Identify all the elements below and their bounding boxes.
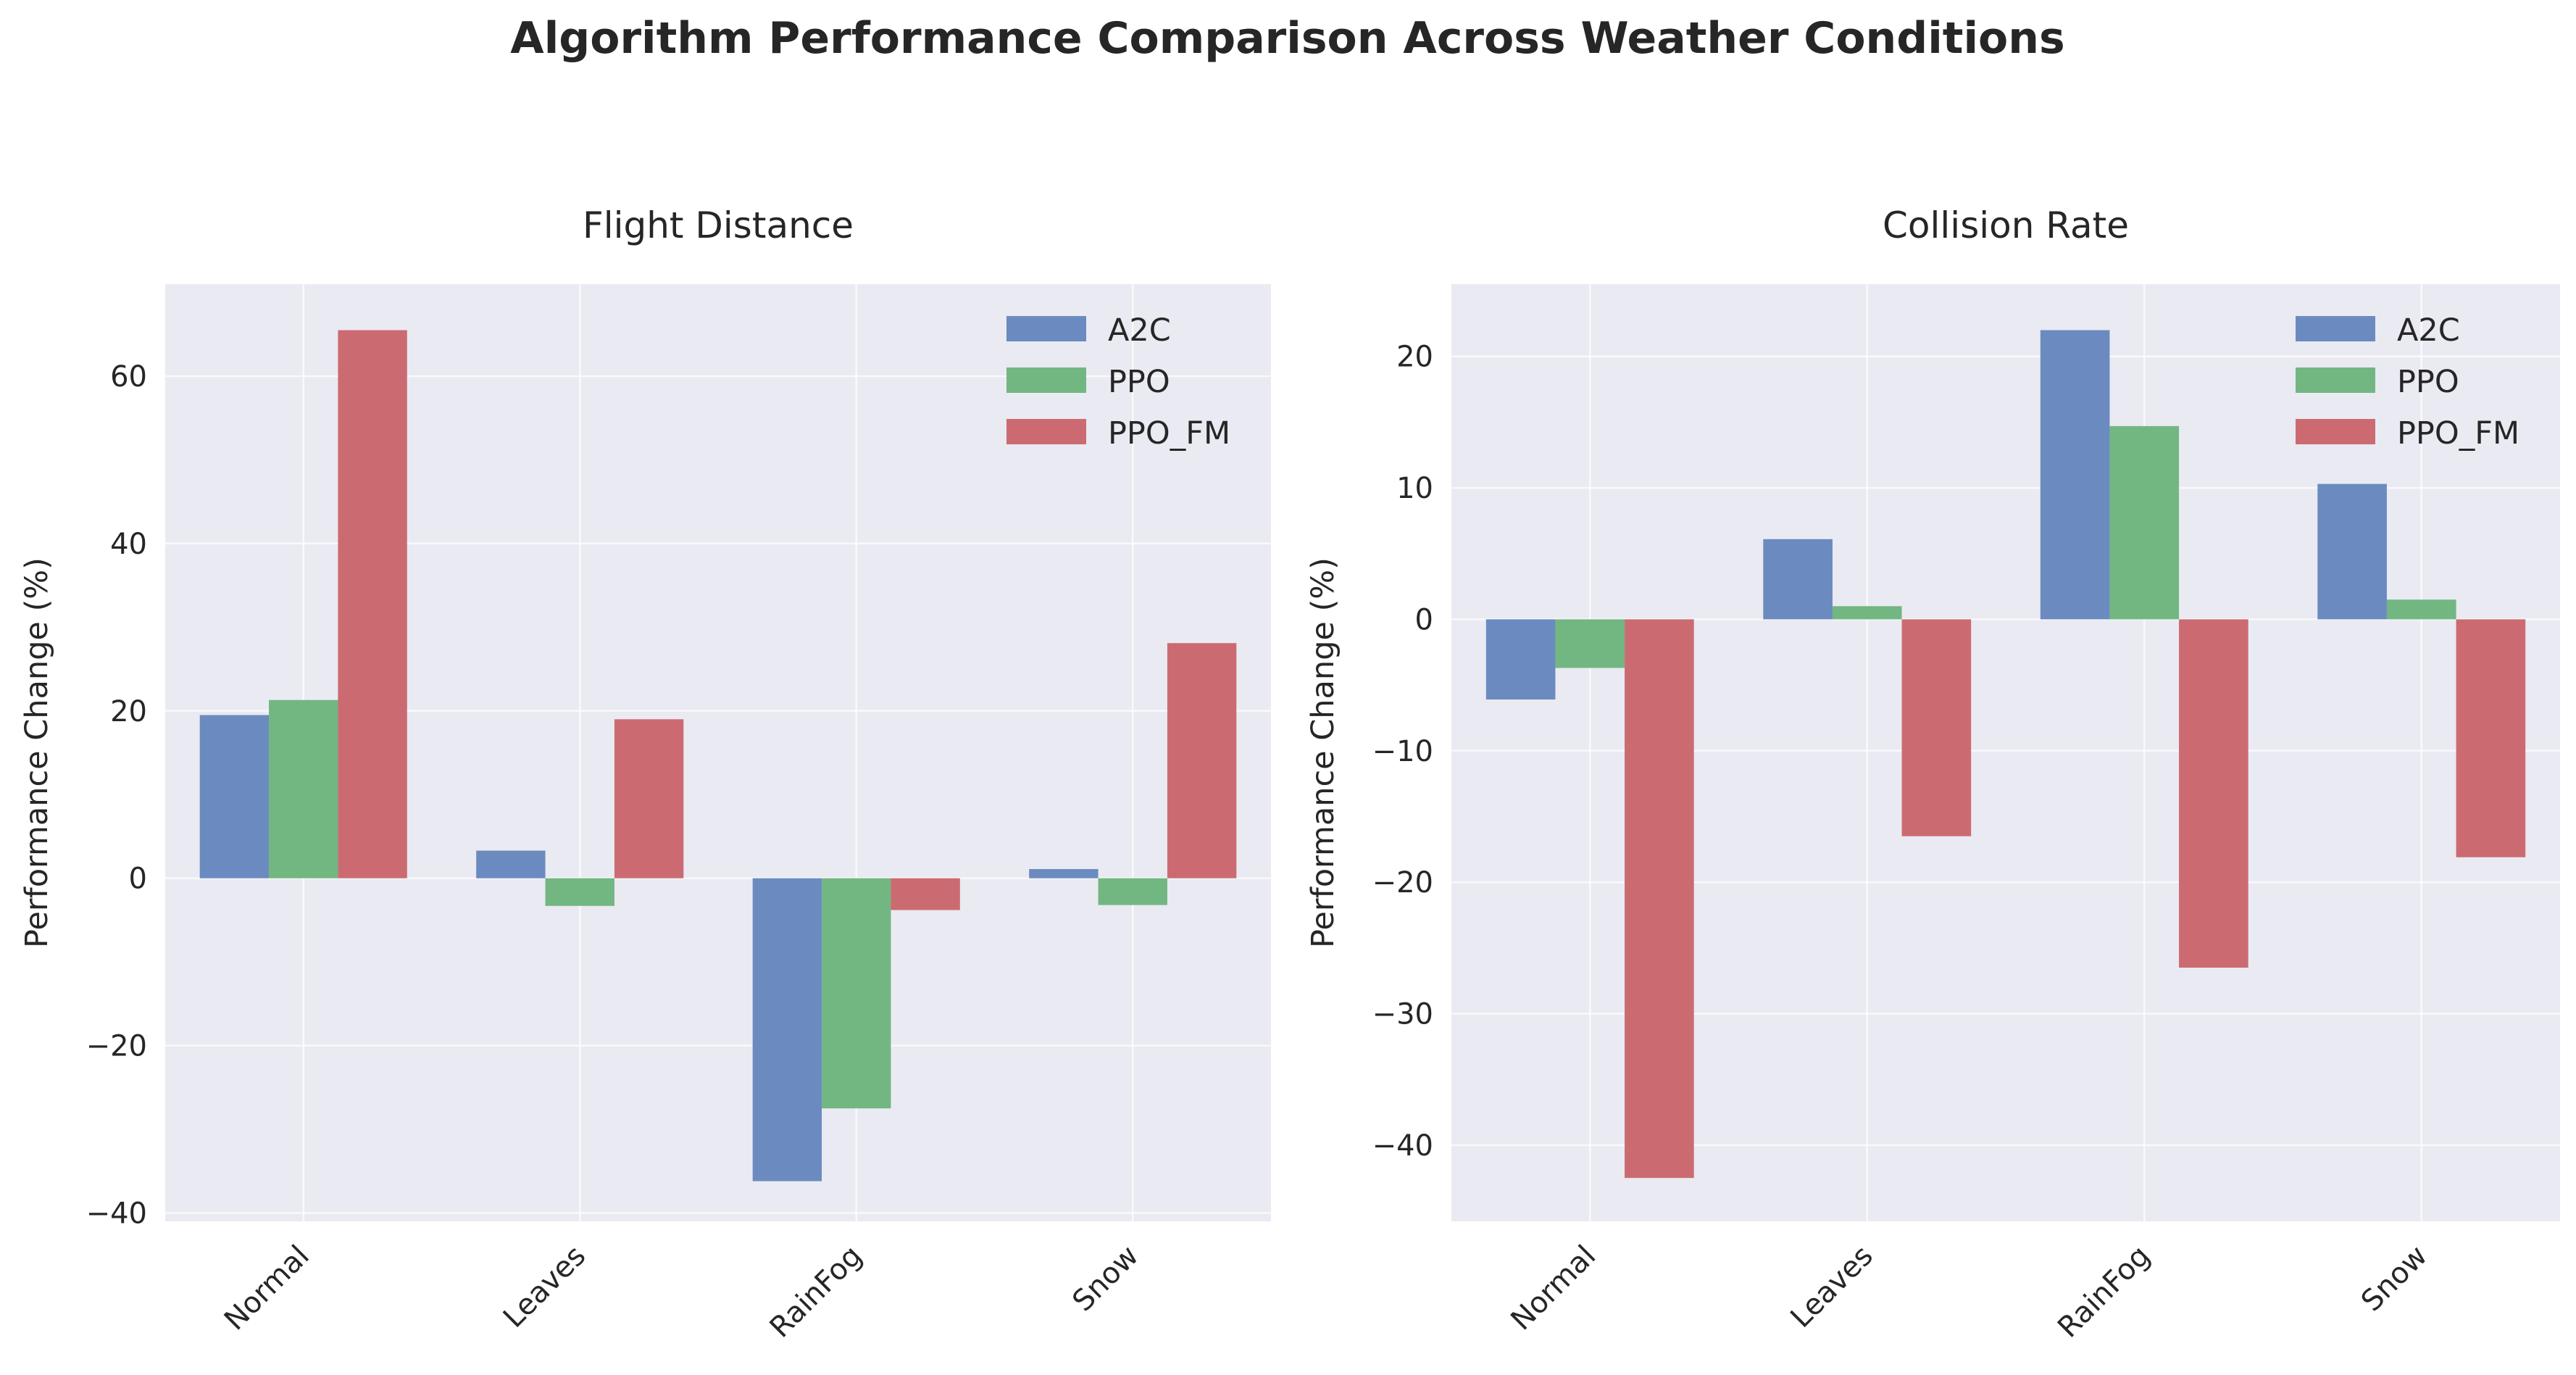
bar-ppo-snow bbox=[1098, 878, 1167, 905]
panel-collision-rate: −40 −30 −20 −10 0 10 20 Normal Leaves RainFog Snow… bbox=[1305, 204, 2560, 1345]
bar-ppo-fm-rainfog bbox=[891, 878, 960, 910]
legend-swatch-ppo-fm bbox=[2296, 419, 2375, 444]
x-tick-label: Snow bbox=[1066, 1239, 1145, 1318]
x-tick-label: RainFog bbox=[2051, 1239, 2156, 1345]
legend-label-ppo-fm: PPO_FM bbox=[2397, 415, 2519, 452]
legend-swatch-ppo bbox=[2296, 367, 2375, 393]
y-tick-label: 20 bbox=[110, 695, 147, 728]
y-axis-label: Performance Change (%) bbox=[19, 557, 55, 948]
legend-label-a2c: A2C bbox=[2397, 312, 2460, 349]
legend-swatch-a2c bbox=[1006, 316, 1086, 341]
y-tick-label: −20 bbox=[1372, 866, 1433, 900]
bar-a2c-leaves bbox=[1763, 539, 1833, 620]
bar-ppo-normal bbox=[1555, 619, 1625, 668]
bar-ppo-leaves bbox=[1832, 606, 1902, 620]
bar-ppo-leaves bbox=[545, 878, 614, 906]
bar-ppo-fm-leaves bbox=[1901, 619, 1972, 836]
bar-a2c-snow bbox=[1029, 868, 1099, 878]
bar-ppo-normal bbox=[269, 699, 338, 878]
legend-swatch-ppo-fm bbox=[1006, 419, 1086, 444]
bar-ppo-fm-normal bbox=[1625, 619, 1694, 1179]
legend-label-ppo: PPO bbox=[2397, 364, 2459, 400]
bar-a2c-rainfog bbox=[752, 878, 822, 1181]
y-axis-label: Performance Change (%) bbox=[1305, 557, 1341, 948]
x-tick-label: Leaves bbox=[1784, 1239, 1879, 1334]
y-tick-label: 10 bbox=[1396, 472, 1433, 505]
panel-flight-distance: −40 −20 0 20 40 60 Normal Leaves RainFog Snow Flig… bbox=[19, 204, 1271, 1345]
plot-area bbox=[1451, 284, 2560, 1221]
y-tick-label: 40 bbox=[110, 528, 147, 561]
x-tick-label: Snow bbox=[2355, 1239, 2434, 1318]
bar-a2c-normal bbox=[1485, 619, 1556, 700]
bar-ppo-fm-rainfog bbox=[2179, 619, 2248, 968]
y-tick-label: −40 bbox=[86, 1197, 147, 1230]
bar-ppo-fm-snow bbox=[2456, 619, 2526, 857]
panel-title: Collision Rate bbox=[1883, 204, 2129, 246]
bar-ppo-rainfog bbox=[2109, 425, 2180, 620]
bar-a2c-snow bbox=[2317, 483, 2387, 620]
bar-ppo-fm-normal bbox=[338, 330, 407, 878]
y-tick-label: 0 bbox=[129, 863, 147, 896]
x-tick-label: RainFog bbox=[764, 1239, 869, 1345]
bar-ppo-snow bbox=[2386, 599, 2456, 620]
legend-label-a2c: A2C bbox=[1108, 312, 1171, 349]
bar-a2c-leaves bbox=[476, 850, 546, 878]
y-tick-label: 0 bbox=[1415, 603, 1433, 636]
legend-label-ppo: PPO bbox=[1108, 364, 1170, 400]
bar-ppo-fm-leaves bbox=[614, 719, 684, 878]
bar-a2c-normal bbox=[199, 715, 270, 878]
bar-a2c-rainfog bbox=[2040, 330, 2110, 620]
panel-title: Flight Distance bbox=[583, 204, 854, 246]
x-tick-label: Leaves bbox=[497, 1239, 592, 1334]
y-tick-label: −10 bbox=[1372, 735, 1433, 768]
y-tick-label: −40 bbox=[1372, 1129, 1433, 1163]
bar-ppo-rainfog bbox=[822, 878, 891, 1109]
y-tick-label: 60 bbox=[110, 360, 147, 394]
figure-title: Algorithm Performance Comparison Across … bbox=[510, 13, 2064, 64]
bar-ppo-fm-snow bbox=[1167, 643, 1237, 878]
legend-swatch-ppo bbox=[1006, 367, 1086, 393]
y-tick-label: −20 bbox=[86, 1030, 147, 1063]
y-tick-label: −30 bbox=[1372, 997, 1433, 1031]
x-tick-label: Normal bbox=[1504, 1239, 1602, 1337]
y-tick-label: 20 bbox=[1396, 341, 1433, 374]
legend-swatch-a2c bbox=[2296, 316, 2375, 341]
legend-label-ppo-fm: PPO_FM bbox=[1108, 415, 1230, 452]
x-tick-label: Normal bbox=[218, 1239, 316, 1337]
